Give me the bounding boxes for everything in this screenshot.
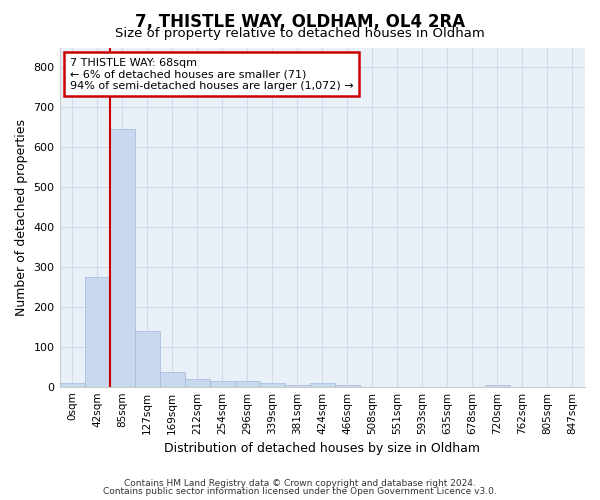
Bar (134, 331, 160, 386)
Y-axis label: Number of detached properties: Number of detached properties (15, 118, 28, 316)
Text: 7, THISTLE WAY, OLDHAM, OL4 2RA: 7, THISTLE WAY, OLDHAM, OL4 2RA (135, 12, 465, 30)
Text: Contains HM Land Registry data © Crown copyright and database right 2024.: Contains HM Land Registry data © Crown c… (124, 478, 476, 488)
Bar (185, 378, 209, 386)
Bar (160, 372, 185, 386)
Bar (235, 380, 260, 386)
Bar (485, 384, 510, 386)
Bar (335, 384, 360, 386)
Bar (85, 277, 110, 386)
Bar (59, 384, 85, 386)
Bar (110, 130, 134, 386)
Bar (310, 382, 335, 386)
Text: 7 THISTLE WAY: 68sqm
← 6% of detached houses are smaller (71)
94% of semi-detach: 7 THISTLE WAY: 68sqm ← 6% of detached ho… (70, 58, 353, 91)
Bar (260, 382, 285, 386)
Text: Size of property relative to detached houses in Oldham: Size of property relative to detached ho… (115, 28, 485, 40)
Text: Contains public sector information licensed under the Open Government Licence v3: Contains public sector information licen… (103, 487, 497, 496)
X-axis label: Distribution of detached houses by size in Oldham: Distribution of detached houses by size … (164, 442, 480, 455)
Bar (209, 380, 235, 386)
Bar (285, 384, 310, 386)
